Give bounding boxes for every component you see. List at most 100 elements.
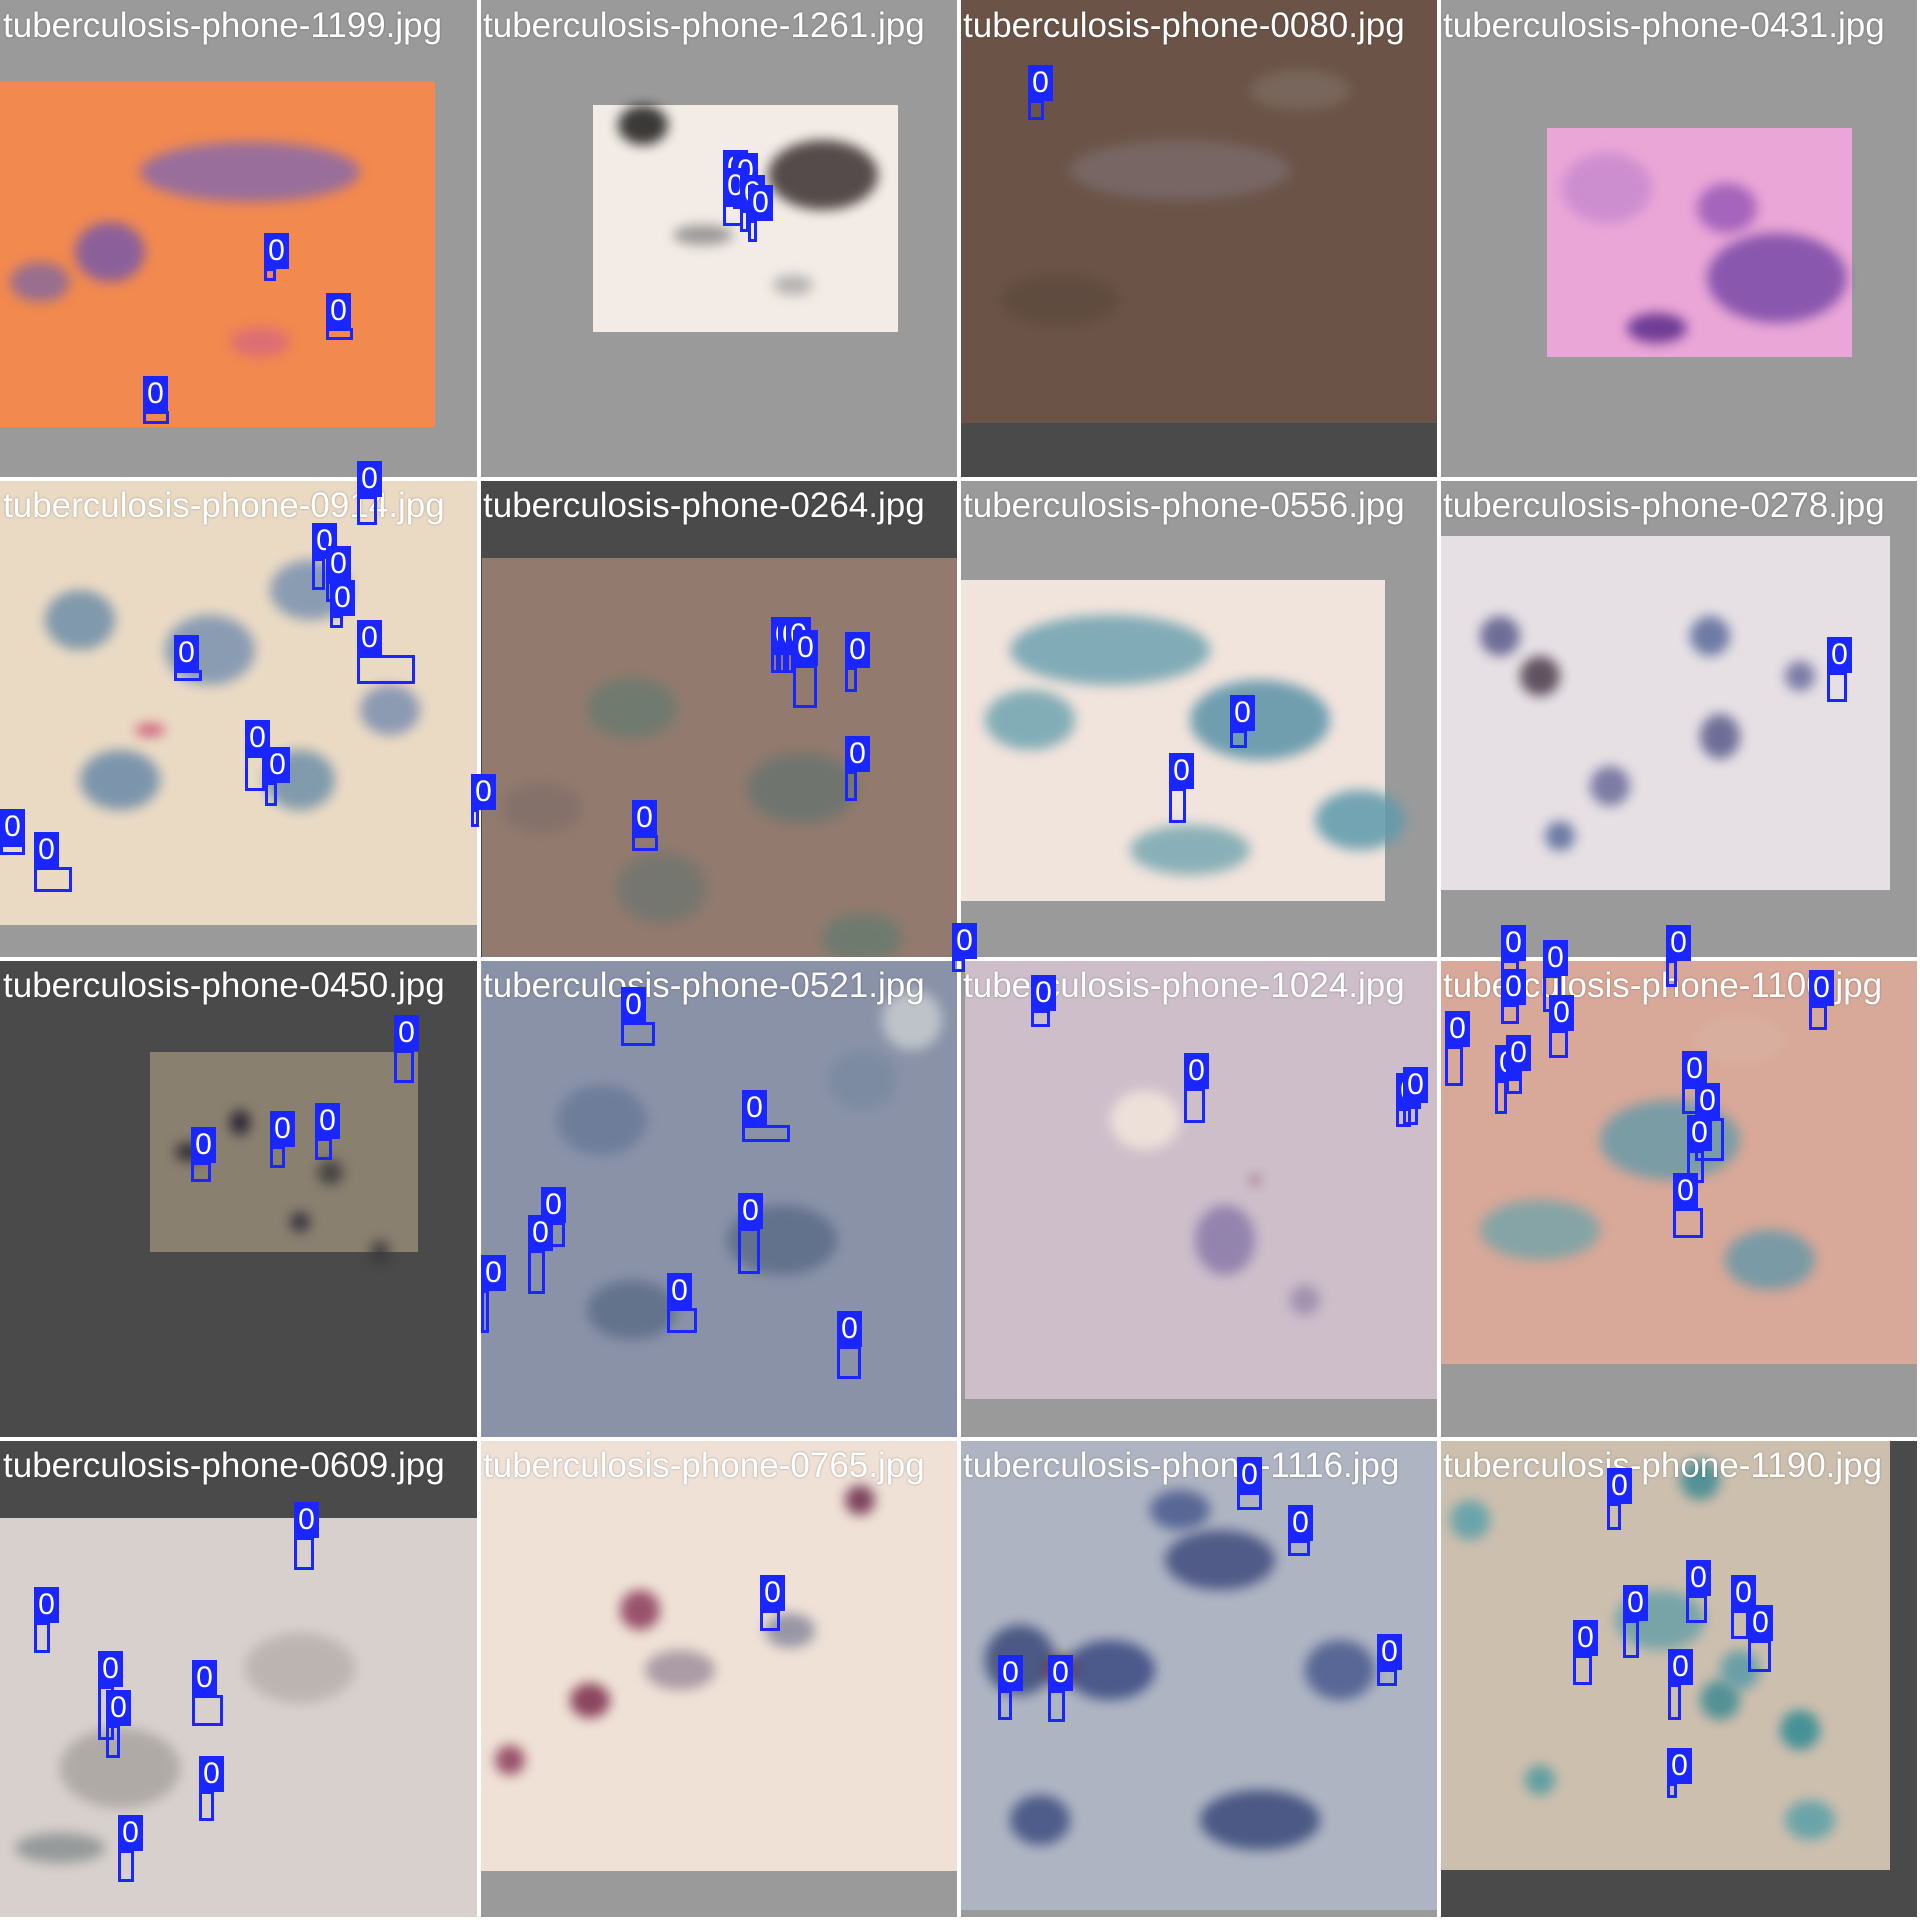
detection-class-label: 0 xyxy=(742,1090,767,1126)
detection-box: 0 xyxy=(34,1587,59,1653)
detection-class-label: 0 xyxy=(0,809,25,845)
detection-box: 0 xyxy=(1230,695,1255,748)
detection-box: 0 xyxy=(199,1756,224,1821)
detection-box: 0 xyxy=(326,293,353,340)
detection-box: 0 xyxy=(143,376,169,424)
cell-blob xyxy=(570,1682,610,1718)
detection-box: 0 xyxy=(1731,1575,1756,1639)
detection-box: 0 xyxy=(1666,925,1691,987)
detection-class-label: 0 xyxy=(481,1255,506,1291)
detection-class-label: 0 xyxy=(541,1187,566,1223)
cell-blob xyxy=(1000,275,1120,325)
detection-class-label: 0 xyxy=(315,1103,340,1139)
cell-blob xyxy=(1700,713,1740,759)
tile-filename: tuberculosis-phone-0450.jpg xyxy=(3,966,445,1005)
detection-class-label: 0 xyxy=(1687,1115,1712,1151)
cell-blob xyxy=(1562,153,1652,223)
cell-blob xyxy=(557,1085,647,1155)
tile-tuberculosis-phone-1024: tuberculosis-phone-1024.jpg xyxy=(960,960,1437,1437)
detection-box: 0 xyxy=(265,747,290,806)
cell-blob xyxy=(1785,1800,1835,1840)
detection-box: 0 xyxy=(270,1111,295,1168)
detection-class-label: 0 xyxy=(667,1273,692,1309)
detection-class-label: 0 xyxy=(394,1015,419,1051)
detection-box: 0 xyxy=(1028,65,1053,120)
detection-class-label: 0 xyxy=(1673,1173,1698,1209)
detection-class-label: 0 xyxy=(738,1193,763,1229)
cell-blob xyxy=(1525,1765,1555,1795)
cell-blob xyxy=(1785,661,1815,691)
detection-box: 0 xyxy=(528,1215,553,1294)
cell-blob xyxy=(1780,1710,1820,1750)
detection-class-label: 0 xyxy=(294,1502,319,1538)
cell-blob xyxy=(370,1239,390,1265)
tile-filename: tuberculosis-phone-1261.jpg xyxy=(483,6,925,45)
micrograph-image xyxy=(1440,1440,1890,1870)
tile-tuberculosis-phone-0765: tuberculosis-phone-0765.jpg xyxy=(480,1440,957,1917)
cell-blob xyxy=(1590,766,1630,806)
cell-blob xyxy=(618,105,668,145)
cell-blob xyxy=(245,1633,355,1703)
detection-box: 0 xyxy=(294,1502,319,1570)
detection-class-label: 0 xyxy=(1506,1035,1531,1071)
tile-tuberculosis-phone-0278: tuberculosis-phone-0278.jpg xyxy=(1440,480,1917,957)
detection-class-label: 0 xyxy=(1501,925,1526,961)
cell-blob xyxy=(60,1728,180,1808)
cell-blob xyxy=(1150,1490,1210,1530)
detection-box: 0 xyxy=(174,635,202,681)
tile-tuberculosis-phone-1199: tuberculosis-phone-1199.jpg xyxy=(0,0,477,477)
cell-blob xyxy=(1290,1285,1320,1315)
detection-class-label: 0 xyxy=(34,832,59,868)
detection-class-label: 0 xyxy=(845,736,870,772)
detection-class-label: 0 xyxy=(1169,753,1194,789)
detection-class-label: 0 xyxy=(471,774,496,810)
detection-box: 0 xyxy=(315,1103,340,1160)
micrograph-image xyxy=(960,0,1437,423)
detection-class-label: 0 xyxy=(1668,1649,1693,1685)
detection-box: 0 xyxy=(1607,1468,1632,1530)
detection-box: 0 xyxy=(191,1127,216,1182)
cell-blob xyxy=(140,142,360,202)
detection-class-label: 0 xyxy=(1695,1083,1720,1119)
detection-box: 0 xyxy=(998,1655,1023,1720)
detection-class-label: 0 xyxy=(1549,995,1574,1031)
detection-box: 0 xyxy=(1237,1457,1262,1510)
detection-box: 0 xyxy=(793,630,818,708)
detection-class-label: 0 xyxy=(1288,1505,1313,1541)
micrograph-image xyxy=(593,105,898,332)
detection-box: 0 xyxy=(1687,1115,1712,1183)
cell-blob xyxy=(1070,140,1290,200)
cell-blob xyxy=(230,1109,250,1135)
tile-filename: tuberculosis-phone-0521.jpg xyxy=(483,966,925,1005)
tile-tuberculosis-phone-1190: tuberculosis-phone-1190.jpg xyxy=(1440,1440,1917,1917)
detection-box: 0 xyxy=(837,1311,862,1379)
detection-class-label: 0 xyxy=(1377,1634,1402,1670)
detection-class-label: 0 xyxy=(174,635,199,671)
detection-box: 0 xyxy=(742,1090,790,1142)
cell-blob xyxy=(1200,1790,1320,1850)
detection-class-label: 0 xyxy=(793,630,818,666)
detection-box: 0 xyxy=(1506,1035,1531,1094)
detection-box: 0 xyxy=(1543,940,1568,1012)
detection-class-label: 0 xyxy=(845,632,870,668)
detection-class-label: 0 xyxy=(1809,970,1834,1006)
detection-box: 0 xyxy=(1288,1505,1313,1556)
grid-divider xyxy=(0,1438,1920,1441)
cell-blob xyxy=(135,724,165,736)
cell-blob xyxy=(1305,1640,1375,1700)
cell-blob xyxy=(1690,616,1730,656)
detection-box: 0 xyxy=(1501,969,1526,1024)
detection-box: 0 xyxy=(667,1273,697,1333)
cell-blob xyxy=(620,1590,660,1630)
micrograph-image xyxy=(480,1440,957,1871)
cell-blob xyxy=(845,1485,875,1515)
detection-class-label: 0 xyxy=(330,580,355,616)
detection-box: 0 xyxy=(1048,1655,1073,1722)
detection-box: 0 xyxy=(1748,1605,1773,1672)
cell-blob xyxy=(587,1280,677,1340)
detection-class-label: 0 xyxy=(748,185,773,221)
cell-blob xyxy=(1545,821,1575,851)
detection-class-label: 0 xyxy=(1445,1011,1470,1047)
cell-blob xyxy=(230,327,290,357)
cell-blob xyxy=(822,913,902,957)
